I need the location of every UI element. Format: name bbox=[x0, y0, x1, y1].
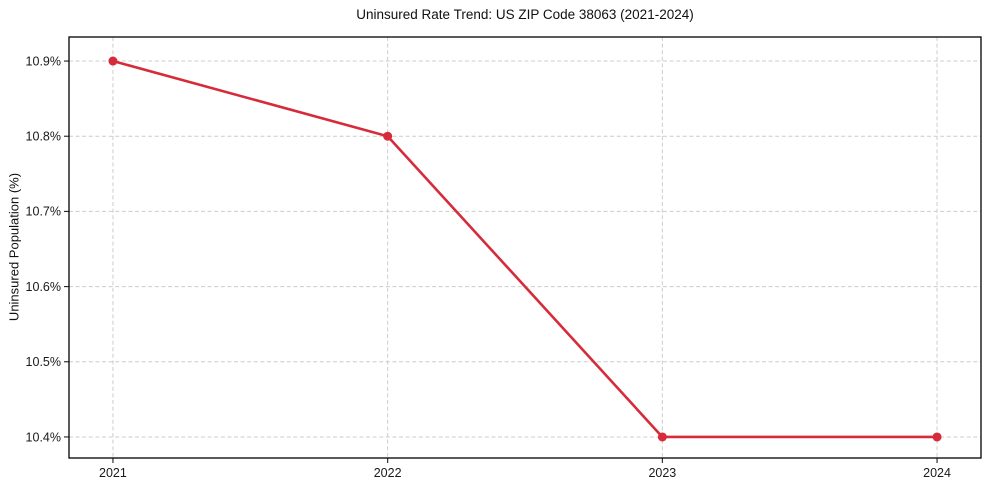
data-point-marker bbox=[383, 131, 393, 141]
y-tick-label: 10.6% bbox=[26, 280, 61, 294]
data-point-marker bbox=[657, 432, 667, 442]
y-tick-label: 10.5% bbox=[26, 355, 61, 369]
chart-title: Uninsured Rate Trend: US ZIP Code 38063 … bbox=[356, 7, 694, 22]
x-tick-label: 2024 bbox=[923, 466, 951, 480]
x-tick-label: 2023 bbox=[648, 466, 676, 480]
y-tick-label: 10.8% bbox=[26, 130, 61, 144]
plot-border bbox=[68, 36, 982, 459]
trend-line bbox=[111, 59, 939, 439]
x-tick-label: 2022 bbox=[374, 466, 402, 480]
y-tick-label: 10.4% bbox=[26, 430, 61, 444]
x-tick-label: 2021 bbox=[99, 466, 127, 480]
y-tick-label: 10.7% bbox=[26, 205, 61, 219]
y-tick-label: 10.9% bbox=[26, 54, 61, 68]
data-point-marker bbox=[932, 432, 942, 442]
y-axis-label: Uninsured Population (%) bbox=[6, 172, 22, 322]
data-point-marker bbox=[108, 56, 118, 66]
